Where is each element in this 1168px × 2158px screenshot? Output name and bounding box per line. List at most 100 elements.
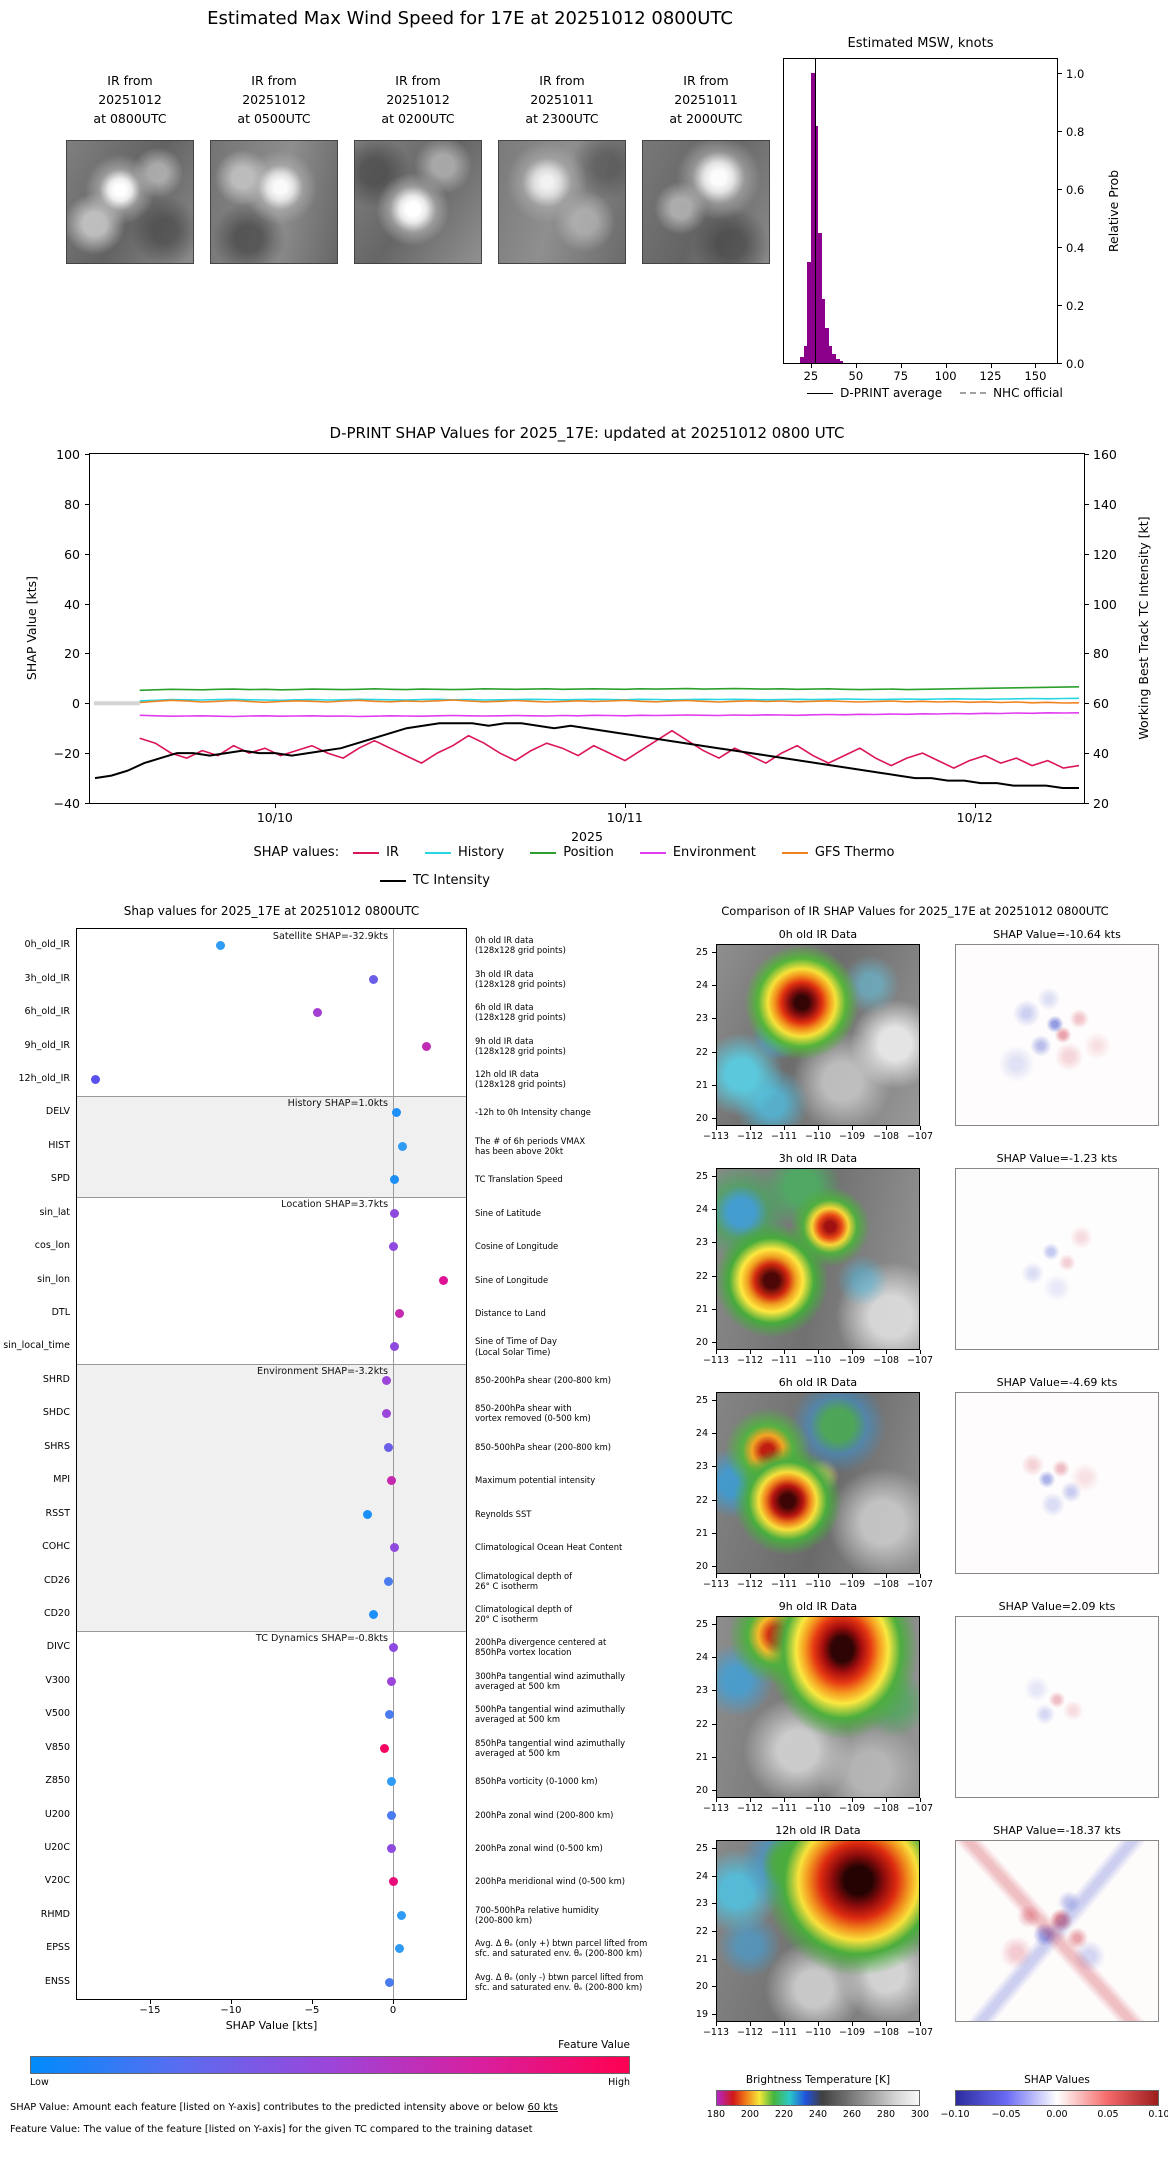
comparison-shap-image-3: [955, 1616, 1159, 1798]
feature-desc-line: Climatological depth of: [475, 1603, 573, 1614]
feature-label-sin_lat: sin_lat: [39, 1206, 70, 1218]
feature-dot-9h_old_IR: [422, 1041, 432, 1051]
timeseries-ytick-right-label: 40: [1093, 746, 1109, 762]
comparison-lat-tick-mark: [712, 1756, 716, 1758]
feature-desc-line: Cosine of Longitude: [475, 1241, 559, 1252]
comparison-lat-tick-mark: [712, 1532, 716, 1534]
feature-desc-SHDC: 850-200hPa shear with vortex removed (0-5…: [475, 1403, 591, 1423]
feature-label-EPSS: EPSS: [46, 1942, 70, 1954]
feature-desc-HIST: The # of 6h periods VMAX has been above 2…: [475, 1136, 585, 1156]
timeseries-ytick-right-mark: [1085, 603, 1089, 605]
timeseries-ytick-right-label: 140: [1093, 496, 1117, 512]
histogram-xtick-label: 50: [848, 369, 864, 383]
feature-value-low-label: Low: [30, 2077, 49, 2088]
comparison-lat-tick-mark: [712, 952, 716, 953]
feature-desc-CD26: Climatological depth of 26° C isotherm: [475, 1571, 572, 1591]
histogram-title: Estimated MSW, knots: [847, 36, 994, 51]
timeseries-line-tc-intensity: [94, 722, 1079, 789]
feature-label-DIVC: DIVC: [46, 1641, 70, 1653]
legend-line-swatch: [380, 879, 406, 882]
comparison-lat-tick-label: 23: [695, 1685, 708, 1697]
dotplot-xtick-mark: [149, 2000, 151, 2004]
comparison-lon-tick-label: −108: [872, 1579, 900, 1590]
group-header-0: Satellite SHAP=-32.9kts: [272, 931, 389, 942]
comparison-lon-tick-mark: [818, 1798, 819, 1802]
histogram-xtick-mark: [810, 364, 812, 368]
histogram-ytick-mark: [1058, 247, 1062, 249]
comparison-lat-tick-mark: [712, 1433, 716, 1435]
feature-dot-SPD: [390, 1175, 400, 1185]
comparison-lat-tick-label: 20: [695, 1113, 708, 1124]
comparison-lat-tick-label: 23: [695, 1237, 708, 1249]
dotplot-xtick-label: −10: [220, 2005, 242, 2016]
feature-dot-12h_old_IR: [90, 1074, 100, 1084]
comparison-lon-tick-mark: [886, 1574, 887, 1578]
comparison-shap-image-4: [955, 1840, 1159, 2022]
timeseries-xtick-mark: [624, 804, 626, 808]
comparison-lon-tick-mark: [852, 2022, 853, 2026]
comparison-lon-tick-label: −110: [804, 1803, 832, 1814]
comparison-lat-tick-label: 25: [695, 1843, 708, 1854]
legend-line-swatch: [639, 851, 666, 854]
histogram-ytick-mark: [1058, 305, 1062, 307]
feature-label-9h_old_IR: 9h_old_IR: [24, 1039, 70, 1051]
shap-colorbar-tick-label: 0.00: [1046, 2109, 1068, 2120]
feature-label-DELV: DELV: [45, 1106, 70, 1118]
timeseries-legend-row2: TC Intensity: [380, 873, 516, 888]
feature-dot-sin_lon: [438, 1275, 448, 1285]
comparison-lon-tick-label: −107: [906, 1803, 934, 1814]
feature-label-Z850: Z850: [45, 1775, 70, 1787]
comparison-ir-title-1: 3h old IR Data: [778, 1152, 858, 1165]
feature-desc-line: Avg. Δ θₑ (only -) btwn parcel lifted fr…: [475, 1971, 644, 1982]
legend-line-swatch: [781, 851, 808, 854]
histogram-ytick-label: 0.6: [1066, 183, 1085, 198]
feature-label-sin_local_time: sin_local_time: [3, 1340, 70, 1352]
comparison-lon-tick-mark: [750, 2022, 751, 2026]
timeseries-ytick-right-mark: [1085, 653, 1089, 655]
group-header-4: TC Dynamics SHAP=-0.8kts: [255, 1633, 389, 1645]
feature-desc-sin_local_time: Sine of Time of Day (Local Solar Time): [475, 1336, 557, 1356]
timeseries-xtick-label: 10/12: [956, 810, 993, 825]
feature-desc-line: averaged at 500 km: [475, 1714, 560, 1725]
timeseries-line-history: [139, 697, 1080, 702]
feature-desc-line: 850-500hPa shear (200-800 km): [475, 1441, 612, 1452]
comparison-lat-tick-mark: [712, 1958, 716, 1960]
histogram-bar: [818, 232, 822, 363]
feature-desc-line: (128x128 grid points): [475, 978, 566, 989]
comparison-lat-tick-label: 23: [695, 1013, 708, 1025]
comparison-lon-tick-mark: [716, 1574, 717, 1578]
comparison-lon-tick-mark: [920, 2022, 921, 2026]
feature-value-colorbar-label: Feature Value: [558, 2039, 630, 2051]
legend-item-gfs-thermo: GFS Thermo: [781, 845, 895, 860]
comparison-ir-title-4: 12h old IR Data: [775, 1824, 861, 1837]
bt-colorbar-tick-label: 300: [910, 2109, 930, 2120]
timeseries-ytick-right-label: 160: [1093, 447, 1117, 462]
dprint-average-line: [814, 59, 817, 363]
feature-dot-Z850: [386, 1777, 396, 1787]
feature-desc-line: 0h old IR data: [475, 935, 534, 946]
comparison-shap-image-2: [955, 1392, 1159, 1574]
shap-value-note: SHAP Value: Amount each feature [listed …: [10, 2102, 558, 2113]
timeseries-title: D-PRINT SHAP Values for 2025_17E: update…: [329, 424, 845, 442]
brightness-temperature-colorbar-label: Brightness Temperature [K]: [745, 2074, 891, 2086]
legend-label: GFS Thermo: [814, 845, 895, 860]
feature-desc-SHRS: 850-500hPa shear (200-800 km): [475, 1442, 611, 1452]
feature-desc-line: 12h old IR data: [475, 1068, 539, 1079]
dprint-average-label: D-PRINT average: [840, 386, 943, 400]
comparison-lon-tick-label: −110: [804, 2027, 832, 2038]
feature-desc-3h_old_IR: 3h old IR data (128x128 grid points): [475, 969, 566, 989]
timeseries-ytick-left-mark: [85, 603, 89, 605]
timeseries-ytick-right-mark: [1085, 503, 1089, 505]
comparison-shap-title-4: SHAP Value=-18.37 kts: [993, 1824, 1121, 1837]
timeseries-ytick-right-mark: [1085, 454, 1089, 455]
timeseries-ytick-left-mark: [85, 454, 89, 455]
feature-label-SHDC: SHDC: [42, 1407, 70, 1419]
feature-desc-line: 500hPa tangential wind azimuthally: [475, 1704, 626, 1715]
feature-dot-COHC: [390, 1543, 400, 1553]
ir-thumbnail-label-line: at 2000UTC: [669, 110, 743, 126]
feature-desc-6h_old_IR: 6h old IR data (128x128 grid points): [475, 1002, 566, 1022]
feature-dot-DELV: [391, 1108, 401, 1118]
feature-dot-sin_local_time: [390, 1342, 400, 1352]
comparison-lat-tick-label: 22: [695, 1046, 708, 1058]
ir-thumbnail-image-1: [210, 140, 338, 264]
